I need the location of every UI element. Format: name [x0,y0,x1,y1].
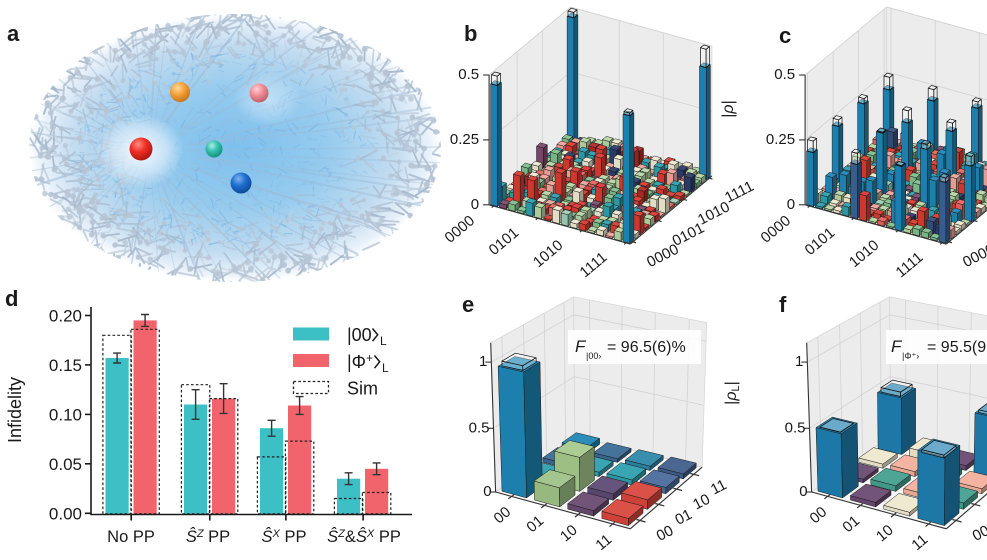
svg-text:ŜX PP: ŜX PP [262,527,307,546]
svg-text:00: 00 [654,522,677,545]
svg-text:ŜZ PP: ŜZ PP [186,527,230,546]
svg-text:11: 11 [708,476,730,498]
svg-text:0.05: 0.05 [49,455,82,474]
svg-text:0.5: 0.5 [458,66,479,83]
svg-text:1: 1 [479,353,487,370]
svg-text:0: 0 [799,483,807,500]
svg-text:0: 0 [483,483,491,500]
svg-text:F: F [575,337,587,356]
svg-text:Infidelity: Infidelity [5,377,25,443]
svg-text:0.15: 0.15 [49,356,82,375]
svg-text:0.20: 0.20 [49,307,82,326]
svg-text:0: 0 [471,196,479,213]
svg-text:|ρL|: |ρL| [723,381,742,405]
svg-text:Sim: Sim [347,379,378,399]
svg-text:= 96.5(6)%: = 96.5(6)% [607,339,686,356]
svg-text:|00: |00 [347,325,372,345]
svg-text:1: 1 [795,353,803,370]
svg-text:0: 0 [787,196,795,213]
svg-text:10: 10 [690,491,713,514]
svg-text:No PP: No PP [107,528,155,546]
svg-text:0.5: 0.5 [785,419,806,436]
svg-text:c: c [779,23,791,48]
svg-text:F: F [891,337,903,356]
svg-text:e: e [462,292,474,317]
svg-text:0.25: 0.25 [766,131,795,148]
svg-text:= 95.5(9: = 95.5(9 [927,339,986,356]
svg-text:|00›: |00› [586,351,601,361]
svg-text:L: L [380,334,387,348]
svg-text:00: 00 [970,522,987,545]
svg-text:0.5: 0.5 [774,66,795,83]
svg-text:d: d [5,286,18,311]
svg-text:b: b [464,21,477,46]
svg-text:ŜZ&ŜX PP: ŜZ&ŜX PP [327,527,401,546]
svg-text:0.5: 0.5 [469,419,490,436]
svg-text:L: L [382,361,389,375]
svg-text:a: a [7,21,20,46]
svg-text:01: 01 [672,506,695,529]
svg-text:0101: 0101 [986,220,987,250]
svg-text:|ρ|: |ρ| [720,100,737,117]
svg-text:0.10: 0.10 [49,405,82,424]
svg-text:0.00: 0.00 [49,504,82,523]
svg-text:|Φ⁺›: |Φ⁺› [902,351,919,361]
svg-text:0.25: 0.25 [450,131,479,148]
svg-text:f: f [779,292,787,317]
